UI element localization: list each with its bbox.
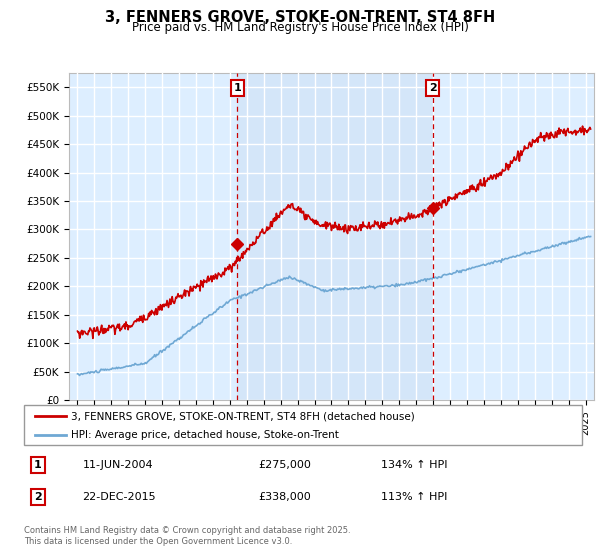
Text: Price paid vs. HM Land Registry's House Price Index (HPI): Price paid vs. HM Land Registry's House … xyxy=(131,21,469,34)
Text: HPI: Average price, detached house, Stoke-on-Trent: HPI: Average price, detached house, Stok… xyxy=(71,430,340,440)
Text: 113% ↑ HPI: 113% ↑ HPI xyxy=(381,492,448,502)
Text: £275,000: £275,000 xyxy=(259,460,311,470)
Bar xyxy=(238,73,433,400)
Text: 11-JUN-2004: 11-JUN-2004 xyxy=(83,460,153,470)
Text: 1: 1 xyxy=(34,460,42,470)
Text: £338,000: £338,000 xyxy=(259,492,311,502)
Text: 2: 2 xyxy=(429,83,436,93)
Text: 3, FENNERS GROVE, STOKE-ON-TRENT, ST4 8FH (detached house): 3, FENNERS GROVE, STOKE-ON-TRENT, ST4 8F… xyxy=(71,411,415,421)
Text: 2: 2 xyxy=(34,492,42,502)
Text: 22-DEC-2015: 22-DEC-2015 xyxy=(83,492,156,502)
Text: 1: 1 xyxy=(233,83,241,93)
FancyBboxPatch shape xyxy=(24,405,582,445)
Text: 134% ↑ HPI: 134% ↑ HPI xyxy=(381,460,448,470)
Text: Contains HM Land Registry data © Crown copyright and database right 2025.
This d: Contains HM Land Registry data © Crown c… xyxy=(24,526,350,546)
Text: 3, FENNERS GROVE, STOKE-ON-TRENT, ST4 8FH: 3, FENNERS GROVE, STOKE-ON-TRENT, ST4 8F… xyxy=(105,10,495,25)
